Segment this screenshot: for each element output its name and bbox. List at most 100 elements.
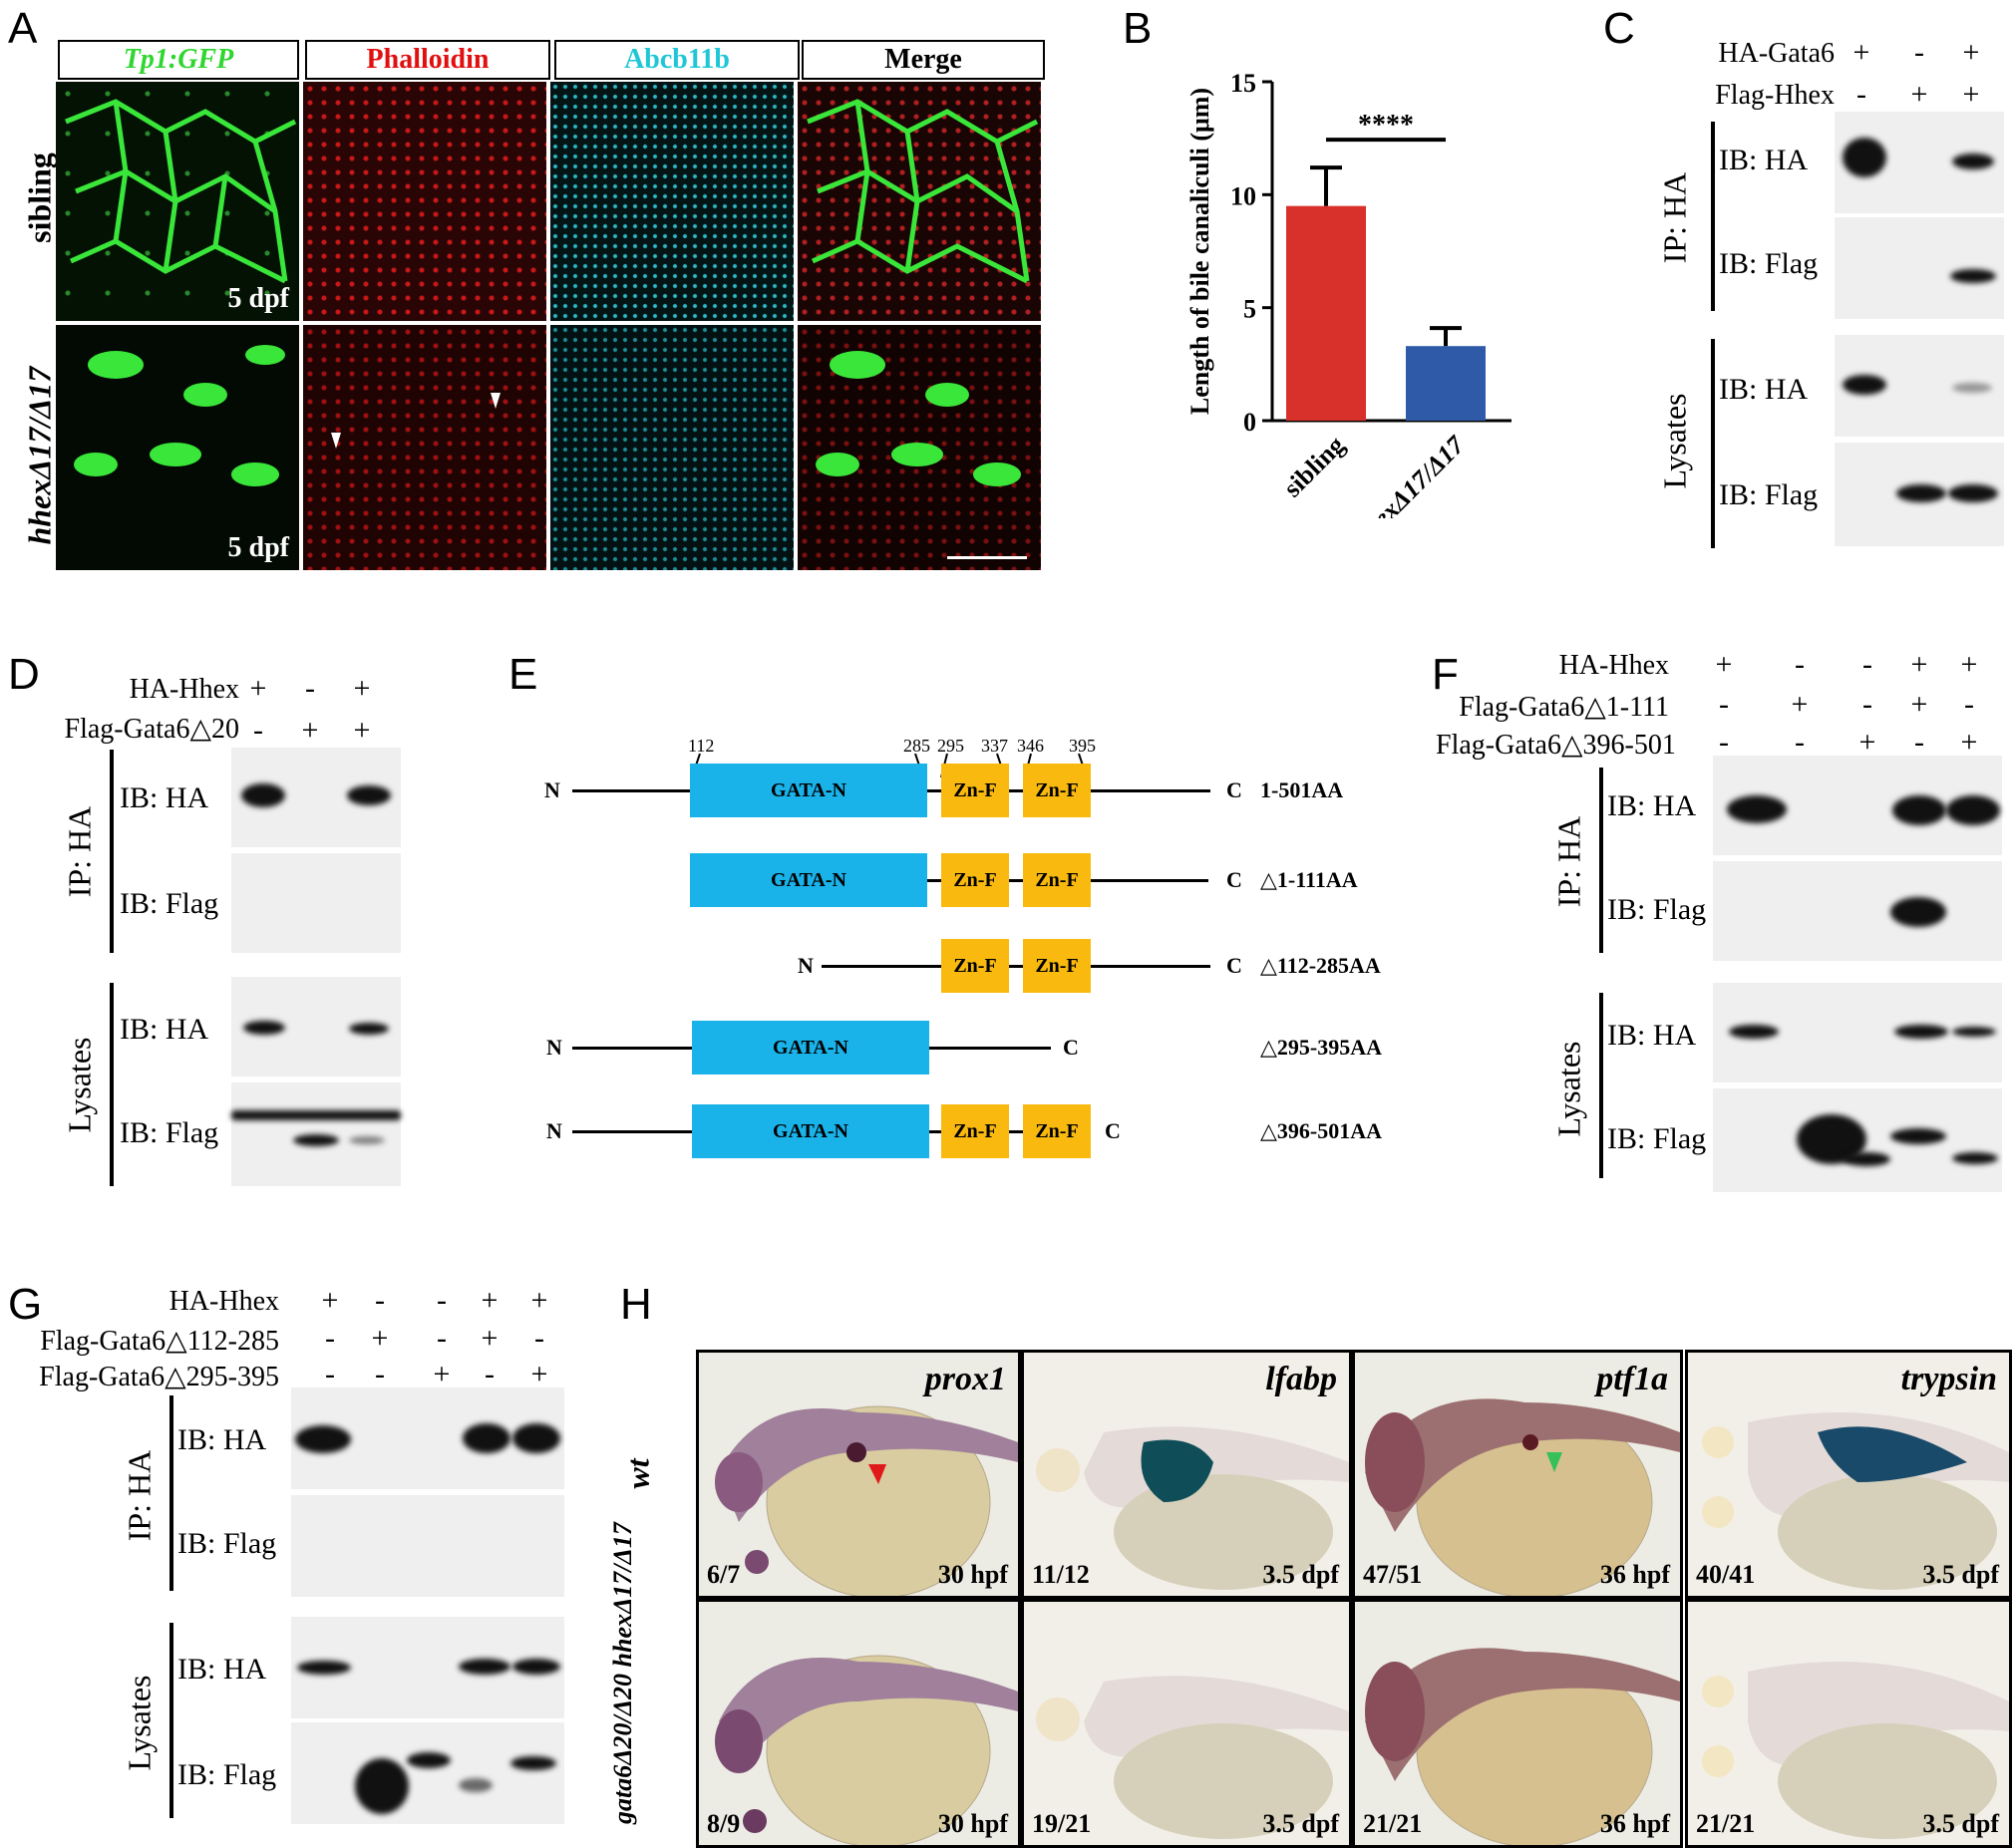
c-terminus: C — [1226, 953, 1242, 978]
group-ip-ha: IP: HA — [61, 805, 98, 898]
embryo-image: trypsin 40/41 3.5 dpf — [1685, 1350, 2012, 1599]
sign: - — [1862, 688, 1872, 721]
ib-label: IB: HA — [120, 1013, 209, 1046]
cond-label: HA-Hhex — [129, 674, 239, 705]
sign: + — [481, 1322, 499, 1355]
blot-strip — [1835, 335, 2004, 437]
ib-label: IB: Flag — [1607, 1122, 1707, 1155]
pos-285: 285 — [903, 736, 930, 756]
header-merge: Merge — [802, 40, 1045, 80]
panel-label-c: C — [1603, 4, 1635, 53]
c-terminus: C — [1226, 777, 1242, 802]
row-label-double-mutant: gata6Δ20/Δ20 hhexΔ17/Δ17 — [608, 1522, 637, 1824]
construct-label: △295-395AA — [1260, 1035, 1383, 1060]
micrograph-phalloidin-sibling — [303, 82, 546, 321]
sign: + — [371, 1322, 389, 1355]
bracket-line — [110, 750, 114, 953]
group-ip-ha: IP: HA — [1656, 171, 1693, 264]
row-label-sibling: sibling — [21, 153, 58, 243]
cond-label: Flag-Gata6△1-111 — [1459, 692, 1669, 723]
cond-label: Flag-Hhex — [1715, 80, 1835, 111]
sign: + — [1910, 648, 1928, 681]
count-label: 47/51 — [1363, 1560, 1423, 1589]
c-terminus: C — [1063, 1035, 1079, 1060]
count-label: 19/21 — [1032, 1809, 1092, 1838]
y-axis-label: Length of bile canaliculi (μm) — [1185, 88, 1214, 415]
sign: - — [325, 1358, 335, 1390]
gata-n-domain: GATA-N — [692, 1104, 929, 1158]
group-ip-ha: IP: HA — [121, 1449, 158, 1542]
time-label: 36 hpf — [1599, 1809, 1670, 1838]
time-label: 36 hpf — [1599, 1560, 1670, 1589]
znf-domain: Zn-F — [941, 853, 1009, 907]
ib-label: IB: Flag — [120, 887, 219, 920]
arrowhead-icon — [331, 433, 341, 449]
panel-label-g: G — [8, 1280, 43, 1329]
blot-strip — [1835, 112, 2004, 213]
arrowhead-icon — [868, 1464, 886, 1484]
gfp-network-sibling — [65, 99, 297, 284]
embryo-image: 21/21 36 hpf — [1352, 1599, 1683, 1848]
arrowhead-icon — [491, 393, 501, 409]
gata-n-domain: GATA-N — [692, 1021, 929, 1075]
ib-label: IB: Flag — [1719, 247, 1819, 280]
sign: + — [1960, 726, 1978, 759]
blot-strip — [1713, 983, 2002, 1082]
sign: + — [353, 672, 371, 705]
blot-strip — [231, 853, 401, 953]
cond-label: HA-Hhex — [1558, 650, 1669, 681]
micrograph-abcb11b-hhex — [550, 325, 794, 570]
gfp-cells-hhex — [74, 345, 285, 486]
sign: + — [481, 1284, 499, 1317]
time-label: 30 hpf — [937, 1560, 1008, 1589]
arrowhead-icon — [1546, 1452, 1562, 1472]
ib-label: IB: HA — [120, 781, 209, 814]
bracket-line — [169, 1623, 173, 1818]
construct-label: △396-501AA — [1260, 1118, 1383, 1143]
blot-strip — [291, 1722, 564, 1824]
group-lysates: Lysates — [1656, 393, 1693, 489]
sign: - — [1719, 688, 1729, 721]
bracket-line — [169, 1395, 173, 1591]
blot-strip — [291, 1387, 564, 1489]
blot-strip — [1713, 1088, 2002, 1192]
sign: - — [485, 1358, 495, 1390]
gene-label: lfabp — [1265, 1361, 1337, 1397]
znf-domain: Zn-F — [941, 1104, 1009, 1158]
time-label: 3.5 dpf — [1922, 1809, 1999, 1838]
pos-337: 337 — [981, 736, 1008, 756]
cond-label: HA-Gata6 — [1718, 38, 1835, 69]
sign: + — [1852, 36, 1870, 69]
ib-label: IB: Flag — [177, 1527, 277, 1560]
sign: - — [437, 1284, 447, 1317]
ib-label: IB: HA — [177, 1423, 267, 1456]
count-label: 40/41 — [1696, 1560, 1756, 1589]
bracket-line — [110, 983, 114, 1186]
sign: + — [321, 1284, 339, 1317]
header-tp1-gfp: Tp1:GFP — [58, 40, 299, 80]
bar-chart: 0 5 10 15 Length of bile canaliculi (μm) sibl… — [1185, 69, 1511, 518]
time-label: 3.5 dpf — [1262, 1809, 1339, 1838]
znf-domain: Zn-F — [1023, 1104, 1091, 1158]
panel-label-f: F — [1432, 650, 1459, 699]
x-tick-label: hhexΔ17/Δ17 — [1347, 430, 1471, 518]
micrograph-abcb11b-sibling — [550, 82, 794, 321]
construct-label: △112-285AA — [1260, 953, 1381, 978]
x-tick-label: sibling — [1278, 431, 1351, 503]
cond-label: HA-Hhex — [168, 1286, 279, 1317]
scale-bar — [947, 556, 1027, 559]
sign: - — [305, 672, 315, 705]
count-label: 6/7 — [707, 1560, 741, 1589]
gata-n-domain: GATA-N — [690, 764, 927, 817]
n-terminus: N — [798, 953, 814, 978]
cond-label: Flag-Gata6△295-395 — [39, 1362, 279, 1392]
sign: - — [1856, 78, 1866, 111]
sign: - — [1795, 726, 1805, 759]
bracket-line — [1599, 993, 1603, 1178]
group-lysates: Lysates — [1550, 1041, 1587, 1137]
sign: + — [530, 1284, 548, 1317]
count-label: 11/12 — [1032, 1560, 1090, 1589]
cond-label: Flag-Gata6△20 — [64, 714, 240, 745]
sign: + — [433, 1358, 451, 1390]
sign: + — [1962, 36, 1980, 69]
